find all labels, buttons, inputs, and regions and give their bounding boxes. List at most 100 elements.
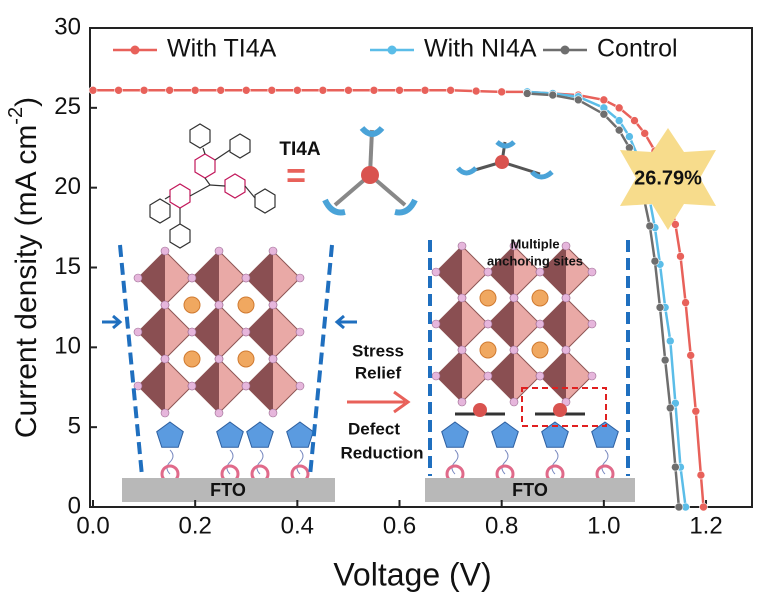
plot-area: 0.0 0.2 0.4 0.6 0.8 1.0 1.2 0 5 10 15 20 25 30 Voltage…	[5, 13, 753, 592]
atom	[587, 267, 597, 277]
legend-label: Control	[597, 35, 678, 63]
data-point	[216, 85, 226, 95]
data-point	[625, 132, 634, 141]
linker	[256, 449, 264, 475]
annotation: Multiple	[510, 236, 559, 251]
atom	[535, 319, 545, 329]
octahedron-face	[192, 305, 219, 359]
atom	[483, 319, 493, 329]
y-tick-label: 20	[54, 173, 81, 200]
atom	[431, 371, 441, 381]
octahedron-face	[540, 298, 566, 350]
molecule-structure	[149, 123, 276, 249]
fto-label: FTO	[210, 480, 246, 500]
atom	[133, 327, 143, 337]
x-tick-label: 0.6	[383, 512, 416, 539]
octahedron-face	[488, 246, 514, 298]
data-point	[241, 85, 251, 95]
y-axis-label-part: Current density (mA cm	[10, 125, 43, 438]
data-point	[665, 336, 675, 346]
inset-illustration: TI4A = FTO FTO Stress Relie	[102, 123, 635, 502]
data-point	[574, 95, 583, 105]
atom	[509, 241, 519, 251]
y-tick-label: 25	[54, 93, 81, 120]
stress-arrow	[334, 314, 357, 330]
fto-bar	[425, 478, 635, 502]
fto-label: FTO	[512, 480, 548, 500]
data-point	[599, 109, 609, 119]
atom	[214, 408, 224, 418]
data-point	[471, 86, 481, 96]
atom	[457, 241, 467, 251]
atom	[160, 246, 170, 256]
x-tick-label: 0.0	[76, 512, 109, 539]
atom	[587, 371, 597, 381]
legend-label: With NI4A	[424, 35, 537, 63]
data-point	[190, 85, 200, 95]
fto-bar	[122, 478, 335, 502]
atom	[268, 246, 278, 256]
data-point	[497, 87, 506, 97]
data-point	[420, 85, 430, 95]
data-point	[655, 303, 665, 312]
atom	[483, 371, 493, 381]
octahedron-face	[246, 305, 273, 359]
y-tick-label: 5	[68, 413, 81, 440]
x-tick-label: 1.2	[689, 512, 722, 539]
data-point	[671, 462, 680, 472]
atom	[561, 241, 571, 251]
atom	[535, 267, 545, 277]
linker	[501, 449, 509, 475]
cation	[183, 296, 201, 314]
linker	[296, 449, 304, 475]
y-axis-label-part: -2	[5, 107, 27, 125]
annotation: Defect	[348, 419, 400, 438]
anchor-group	[541, 421, 569, 448]
cation	[531, 341, 549, 359]
atom	[187, 381, 197, 391]
anchor-group	[156, 421, 184, 448]
data-point	[88, 85, 98, 95]
data-point	[650, 256, 660, 266]
y-axis-label-part: )	[10, 97, 43, 107]
plot-frame	[89, 27, 753, 508]
octahedron-face	[138, 305, 165, 359]
atom	[187, 327, 197, 337]
x-tick-label: 0.4	[281, 512, 314, 539]
x-tick-label: 0.8	[485, 512, 518, 539]
efficiency-badge: 26.79%	[620, 128, 716, 230]
y-tick-label: 15	[54, 253, 81, 280]
atom	[214, 354, 224, 364]
efficiency-label: 26.79%	[634, 167, 702, 189]
atom	[535, 371, 545, 381]
atom	[241, 327, 251, 337]
atom	[561, 293, 571, 303]
legend-marker	[387, 45, 397, 55]
tripod-core	[473, 403, 487, 417]
linker	[226, 449, 234, 475]
legend-marker	[560, 45, 570, 55]
data-point	[674, 502, 684, 512]
atom	[295, 273, 305, 283]
data-point	[665, 403, 675, 413]
atom	[295, 327, 305, 337]
stress-arrow	[102, 314, 123, 330]
atom	[587, 319, 597, 329]
atom	[160, 408, 170, 418]
tripod-core	[553, 403, 567, 417]
data-point	[267, 85, 277, 95]
octahedron-face	[192, 251, 219, 305]
data-point	[681, 298, 690, 307]
atom	[214, 300, 224, 310]
y-tick-label: 0	[68, 492, 81, 519]
cation	[479, 289, 497, 307]
data-point	[699, 502, 708, 512]
atom	[431, 319, 441, 329]
atom	[457, 397, 467, 407]
octahedron-face	[488, 298, 514, 350]
data-point	[293, 85, 302, 95]
data-point	[165, 85, 174, 95]
octahedron-face	[540, 246, 566, 298]
highlight-box	[521, 387, 607, 427]
